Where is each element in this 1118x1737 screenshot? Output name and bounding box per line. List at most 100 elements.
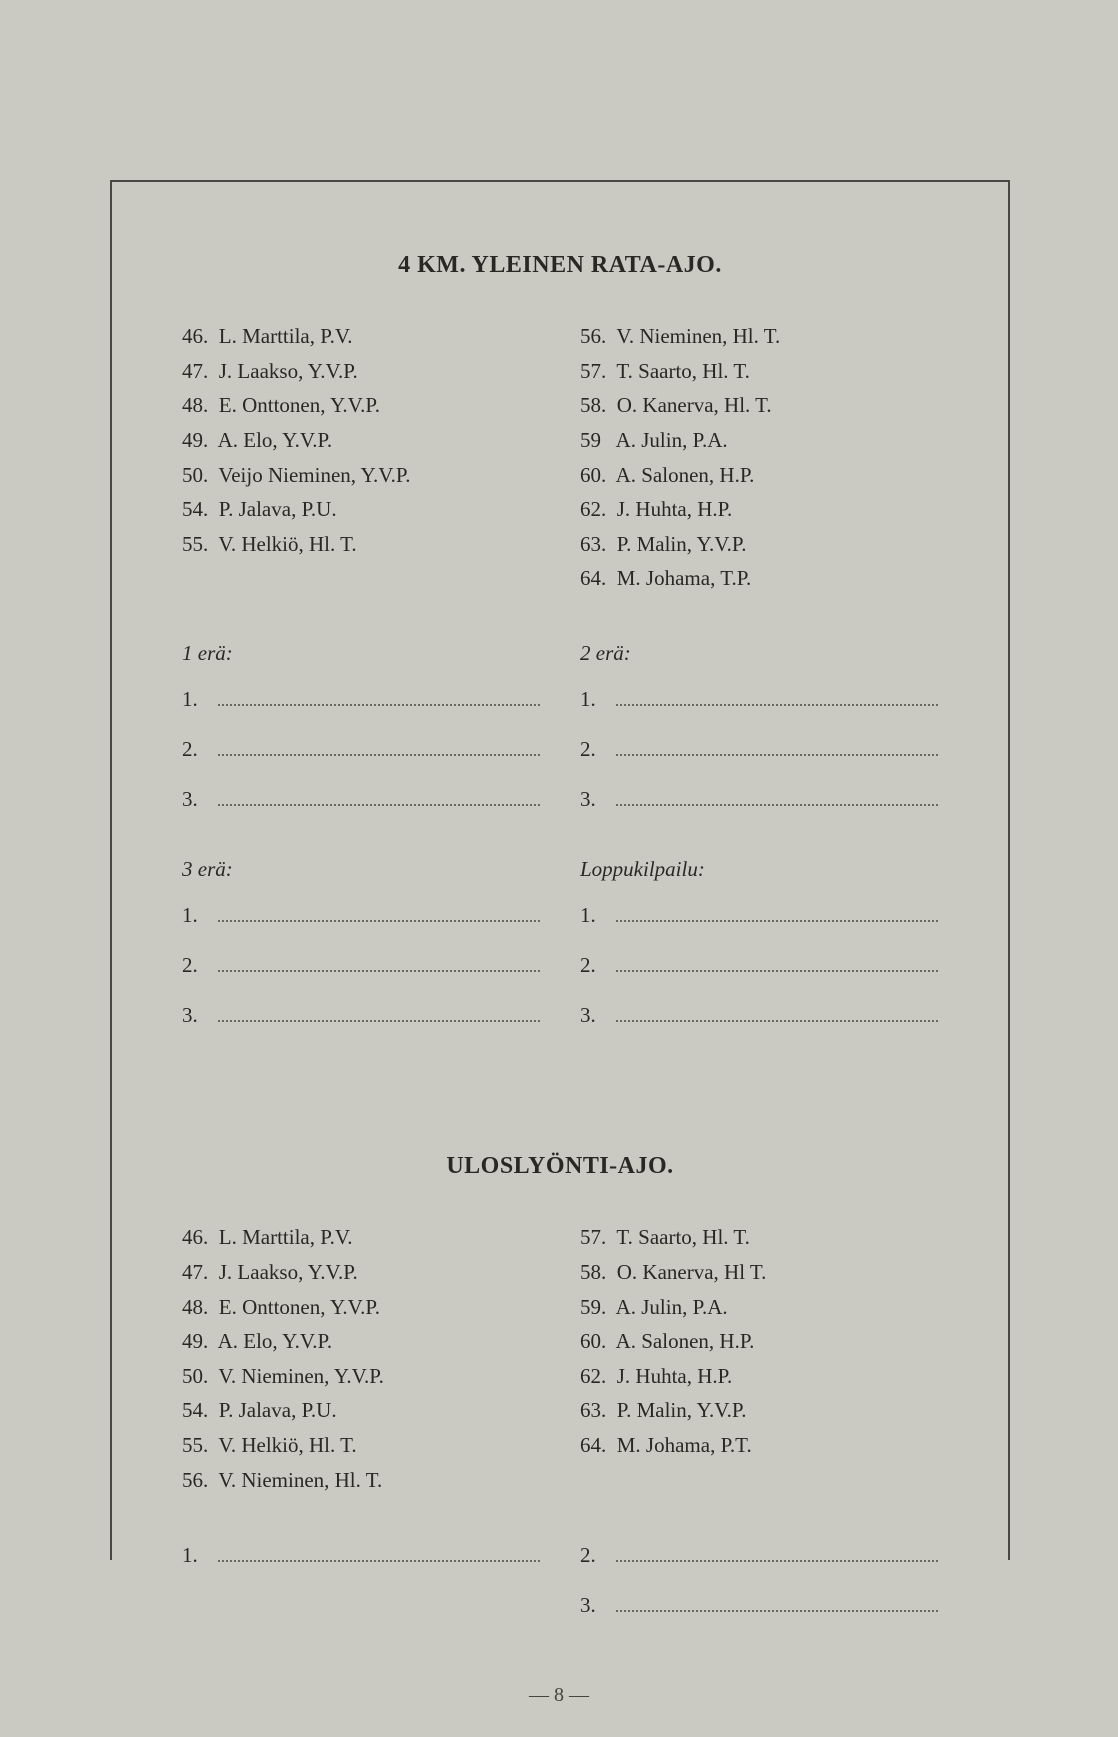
entrant-row: 46. L. Marttila, P.V. bbox=[182, 319, 540, 354]
result-dots bbox=[218, 920, 540, 922]
result-dots bbox=[218, 804, 540, 806]
heat-header: Loppukilpailu: bbox=[580, 857, 938, 882]
page-number: — 8 — bbox=[0, 1684, 1118, 1707]
entrant-row: 48. E. Onttonen, Y.V.P. bbox=[182, 388, 540, 423]
result-dots bbox=[218, 970, 540, 972]
entrant-row: 57. T. Saarto, Hl. T. bbox=[580, 354, 938, 389]
heat-header: 3 erä: bbox=[182, 857, 540, 882]
result-line: 1. bbox=[580, 898, 938, 934]
result-line: 3. bbox=[580, 998, 938, 1034]
result-dots bbox=[218, 1020, 540, 1022]
result-dots bbox=[218, 704, 540, 706]
heat-block: 1. bbox=[182, 1538, 540, 1588]
result-number: 3. bbox=[182, 782, 212, 818]
entrant-row: 63. P. Malin, Y.V.P. bbox=[580, 527, 938, 562]
heat-block: 2 erä: 1. 2. 3. bbox=[580, 641, 938, 831]
entrant-row: 62. J. Huhta, H.P. bbox=[580, 492, 938, 527]
result-number: 2. bbox=[580, 732, 610, 768]
entrant-row: 56. V. Nieminen, Hl. T. bbox=[182, 1463, 540, 1498]
result-line: 2. bbox=[580, 1538, 938, 1574]
entrant-row: 56. V. Nieminen, Hl. T. bbox=[580, 319, 938, 354]
heats-left-col: 1 erä: 1. 2. 3. 3 erä: 1. 2. 3. bbox=[182, 641, 540, 1073]
entrant-row: 59 A. Julin, P.A. bbox=[580, 423, 938, 458]
result-dots bbox=[616, 804, 938, 806]
result-line: 3. bbox=[580, 782, 938, 818]
entrant-row: 64. M. Johama, P.T. bbox=[580, 1428, 938, 1463]
result-dots bbox=[616, 970, 938, 972]
result-dots bbox=[218, 1560, 540, 1562]
result-number: 1. bbox=[182, 682, 212, 718]
result-dots bbox=[616, 920, 938, 922]
result-line: 1. bbox=[580, 682, 938, 718]
result-dots bbox=[616, 1020, 938, 1022]
entrant-row: 48. E. Onttonen, Y.V.P. bbox=[182, 1290, 540, 1325]
result-number: 1. bbox=[580, 682, 610, 718]
entrant-row: 47. J. Laakso, Y.V.P. bbox=[182, 354, 540, 389]
entrant-row: 60. A. Salonen, H.P. bbox=[580, 1324, 938, 1359]
entrant-row: 58. O. Kanerva, Hl. T. bbox=[580, 388, 938, 423]
section2-entrants: 46. L. Marttila, P.V.47. J. Laakso, Y.V.… bbox=[182, 1220, 938, 1497]
entrant-row: 55. V. Helkiö, Hl. T. bbox=[182, 527, 540, 562]
result-number: 3. bbox=[580, 1588, 610, 1624]
result-line: 1. bbox=[182, 1538, 540, 1574]
section1-right-col: 56. V. Nieminen, Hl. T.57. T. Saarto, Hl… bbox=[580, 319, 938, 596]
heat-block: 1 erä: 1. 2. 3. bbox=[182, 641, 540, 831]
section1-entrants: 46. L. Marttila, P.V.47. J. Laakso, Y.V.… bbox=[182, 319, 938, 596]
result-dots bbox=[218, 754, 540, 756]
heat-block: Loppukilpailu: 1. 2. 3. bbox=[580, 857, 938, 1047]
result-number: 3. bbox=[580, 782, 610, 818]
result-line: 2. bbox=[182, 732, 540, 768]
page-frame: 4 KM. YLEINEN RATA-AJO. 46. L. Marttila,… bbox=[110, 180, 1010, 1560]
entrant-row: 62. J. Huhta, H.P. bbox=[580, 1359, 938, 1394]
result-number: 3. bbox=[580, 998, 610, 1034]
entrant-row: 46. L. Marttila, P.V. bbox=[182, 1220, 540, 1255]
result-dots bbox=[616, 754, 938, 756]
result-line: 2. bbox=[580, 948, 938, 984]
entrant-row: 58. O. Kanerva, Hl T. bbox=[580, 1255, 938, 1290]
result-line: 3. bbox=[182, 782, 540, 818]
result-line: 2. bbox=[580, 732, 938, 768]
heats-right-col: 2 erä: 1. 2. 3. Loppukilpailu: 1. 2. 3. bbox=[580, 641, 938, 1073]
result-number: 2. bbox=[580, 1538, 610, 1574]
result-number: 1. bbox=[580, 898, 610, 934]
result-dots bbox=[616, 1560, 938, 1562]
entrant-row: 47. J. Laakso, Y.V.P. bbox=[182, 1255, 540, 1290]
entrant-row: 50. V. Nieminen, Y.V.P. bbox=[182, 1359, 540, 1394]
section2-left-col: 46. L. Marttila, P.V.47. J. Laakso, Y.V.… bbox=[182, 1220, 540, 1497]
section1-title: 4 KM. YLEINEN RATA-AJO. bbox=[182, 252, 938, 279]
section1-heats: 1 erä:1.2.3.3 erä:1.2.3. 2 erä:1.2.3.Lop… bbox=[182, 641, 938, 1073]
entrant-row: 49. A. Elo, Y.V.P. bbox=[182, 1324, 540, 1359]
result-number: 2. bbox=[182, 948, 212, 984]
section1-left-col: 46. L. Marttila, P.V.47. J. Laakso, Y.V.… bbox=[182, 319, 540, 596]
entrant-row: 54. P. Jalava, P.U. bbox=[182, 492, 540, 527]
result-line: 3. bbox=[182, 998, 540, 1034]
results-left-col: 1. bbox=[182, 1532, 540, 1663]
heat-block: 2.3. bbox=[580, 1538, 938, 1637]
entrant-row: 50. Veijo Nieminen, Y.V.P. bbox=[182, 458, 540, 493]
result-line: 1. bbox=[182, 682, 540, 718]
result-line: 2. bbox=[182, 948, 540, 984]
section2-right-col: 57. T. Saarto, Hl. T.58. O. Kanerva, Hl … bbox=[580, 1220, 938, 1497]
heat-header: 1 erä: bbox=[182, 641, 540, 666]
result-dots bbox=[616, 704, 938, 706]
result-number: 1. bbox=[182, 1538, 212, 1574]
result-number: 2. bbox=[182, 732, 212, 768]
entrant-row: 55. V. Helkiö, Hl. T. bbox=[182, 1428, 540, 1463]
section2-title: ULOSLYÖNTI-AJO. bbox=[182, 1153, 938, 1180]
entrant-row: 64. M. Johama, T.P. bbox=[580, 561, 938, 596]
section2-results: 1. 2.3. bbox=[182, 1532, 938, 1663]
result-number: 3. bbox=[182, 998, 212, 1034]
entrant-row: 54. P. Jalava, P.U. bbox=[182, 1393, 540, 1428]
results-right-col: 2.3. bbox=[580, 1532, 938, 1663]
result-dots bbox=[616, 1610, 938, 1612]
heat-header: 2 erä: bbox=[580, 641, 938, 666]
result-number: 1. bbox=[182, 898, 212, 934]
entrant-row: 49. A. Elo, Y.V.P. bbox=[182, 423, 540, 458]
entrant-row: 60. A. Salonen, H.P. bbox=[580, 458, 938, 493]
heat-block: 3 erä: 1. 2. 3. bbox=[182, 857, 540, 1047]
entrant-row: 63. P. Malin, Y.V.P. bbox=[580, 1393, 938, 1428]
entrant-row: 59. A. Julin, P.A. bbox=[580, 1290, 938, 1325]
entrant-row: 57. T. Saarto, Hl. T. bbox=[580, 1220, 938, 1255]
result-line: 1. bbox=[182, 898, 540, 934]
result-number: 2. bbox=[580, 948, 610, 984]
